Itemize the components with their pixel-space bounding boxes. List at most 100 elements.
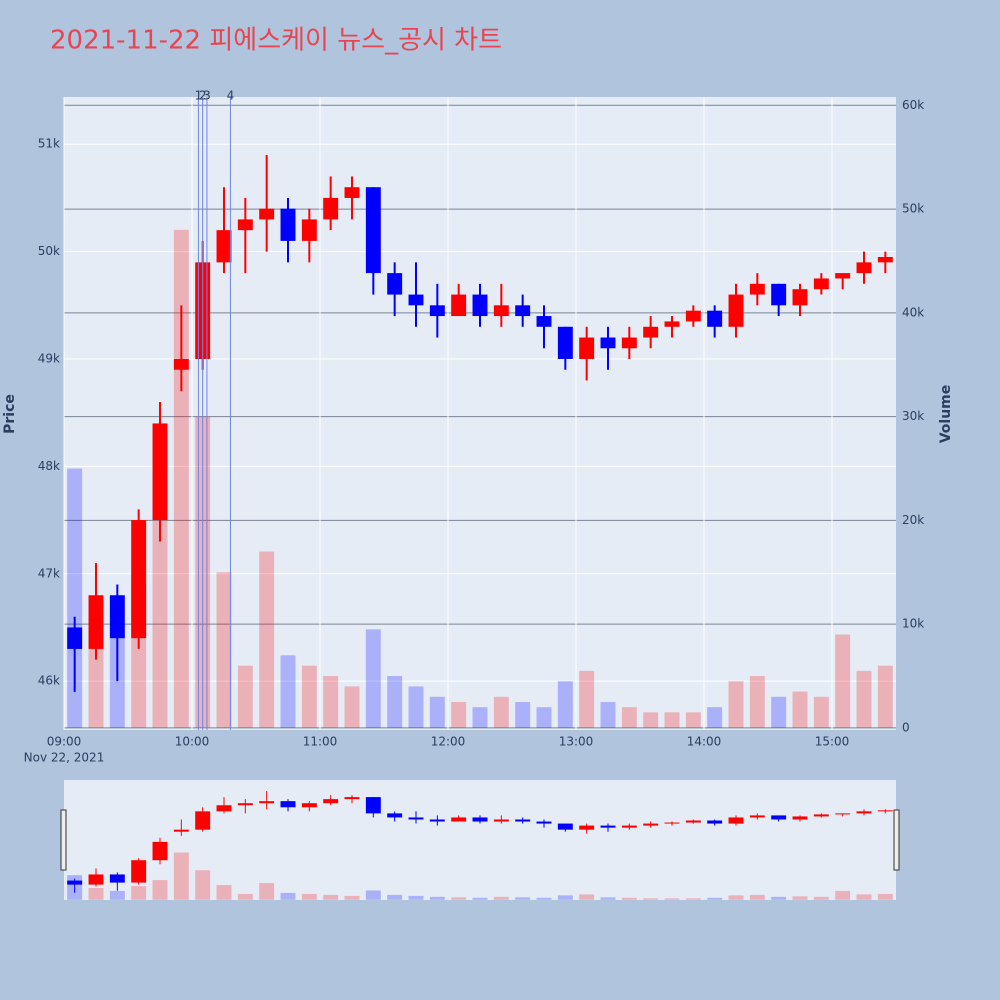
x-tick-label: 09:00 [47, 735, 82, 749]
slider-volume-bar [365, 890, 381, 900]
y2-axis-title: Volume [938, 385, 954, 444]
slider-candle-body [856, 811, 872, 814]
range-slider[interactable] [64, 780, 896, 900]
candle-body [493, 305, 509, 317]
volume-bar [259, 551, 275, 728]
slider-candle-body [216, 805, 232, 812]
slider-candle-body [472, 817, 488, 822]
volume-bar [771, 696, 787, 728]
candle-body [536, 316, 552, 327]
x-tick-label: 11:00 [303, 735, 338, 749]
slider-candle-body [131, 860, 147, 883]
candle-body [429, 305, 445, 317]
candle-body [749, 283, 765, 295]
candle-body [109, 595, 125, 639]
slider-volume-bar [280, 892, 296, 900]
slider-volume-bar [344, 895, 360, 900]
y2-tick-label: 60k [902, 98, 924, 112]
candle-body [515, 305, 531, 317]
y2-tick-label: 40k [902, 305, 924, 319]
volume-bar [749, 676, 765, 728]
slider-volume-bar [323, 894, 339, 900]
candle-body [88, 595, 104, 649]
slider-handle[interactable] [60, 809, 67, 871]
y-axis-title: Price [2, 394, 18, 434]
slider-candle-body [280, 801, 296, 808]
slider-volume-bar [387, 894, 403, 900]
annotation-label: 2 [199, 89, 207, 103]
volume-bar [728, 681, 744, 728]
slider-candle-body [429, 819, 445, 822]
chart-title: 2021-11-22 피에스케이 뉴스_공시 차트 [50, 26, 502, 56]
candle-body [237, 219, 253, 231]
slider-volume-bar [579, 894, 595, 900]
slider-volume-bar [621, 897, 637, 900]
candle-body [685, 310, 701, 322]
volume-bar [557, 681, 573, 728]
volume-bar [451, 701, 467, 728]
y-tick-label: 49k [38, 352, 60, 366]
volume-bar [600, 701, 616, 728]
slider-volume-bar [835, 890, 851, 900]
slider-candle-body [152, 841, 168, 861]
candle-body [152, 423, 168, 521]
volume-bar [515, 701, 531, 728]
slider-candle-body [557, 823, 573, 830]
volume-bar [685, 712, 701, 728]
slider-candle-body [600, 825, 616, 828]
slider-volume-bar [493, 896, 509, 900]
slider-volume-bar [600, 897, 616, 900]
x-tick-label: 12:00 [431, 735, 466, 749]
volume-bar [173, 229, 189, 728]
candle-body [344, 187, 360, 198]
candle-body [216, 230, 232, 263]
x-tick-label: 14:00 [687, 735, 722, 749]
slider-volume-bar [685, 898, 701, 900]
x-tick-label: 15:00 [815, 735, 850, 749]
volume-bar [664, 712, 680, 728]
slider-candle-body [365, 797, 381, 814]
candle-body [131, 520, 147, 639]
volume-bar [472, 707, 488, 728]
candle-body [408, 294, 424, 306]
volume-bar [344, 686, 360, 728]
slider-candle-body [707, 820, 723, 824]
y-tick-label: 51k [38, 137, 60, 151]
slider-volume-bar [749, 894, 765, 900]
annotation-label: 4 [227, 89, 235, 103]
volume-bar [536, 707, 552, 728]
slider-candle-body [664, 822, 680, 824]
slider-candle-body [344, 797, 360, 800]
volume-bar [493, 696, 509, 728]
slider-candle-body [877, 810, 893, 812]
slider-candle-body [792, 816, 808, 820]
y-tick-label: 47k [38, 566, 60, 580]
annotation-label: 3 [203, 89, 211, 103]
slider-volume-bar [173, 852, 189, 900]
volume-bar [579, 670, 595, 728]
slider-volume-bar [515, 897, 531, 900]
x-date-label: Nov 22, 2021 [24, 751, 105, 765]
slider-candle-body [451, 817, 467, 822]
y2-tick-label: 30k [902, 409, 924, 423]
slider-candle-body [579, 825, 595, 830]
candle-body [792, 289, 808, 306]
slider-volume-bar [557, 895, 573, 900]
candle-body [472, 294, 488, 317]
volume-bar [643, 712, 659, 728]
slider-handle[interactable] [893, 809, 900, 871]
slider-volume-bar [88, 887, 104, 900]
slider-volume-bar [237, 893, 253, 900]
volume-bar [835, 634, 851, 728]
slider-candle-body [749, 815, 765, 818]
candle-body [387, 273, 403, 295]
x-tick-label: 13:00 [559, 735, 594, 749]
slider-volume-bar [109, 890, 125, 900]
slider-candle-body [237, 803, 253, 806]
candle-body [664, 321, 680, 327]
slider-candle-body [173, 829, 189, 832]
slider-candle-body [493, 819, 509, 822]
slider-volume-bar [877, 893, 893, 900]
volume-bar [408, 686, 424, 728]
volume-bar [792, 691, 808, 728]
